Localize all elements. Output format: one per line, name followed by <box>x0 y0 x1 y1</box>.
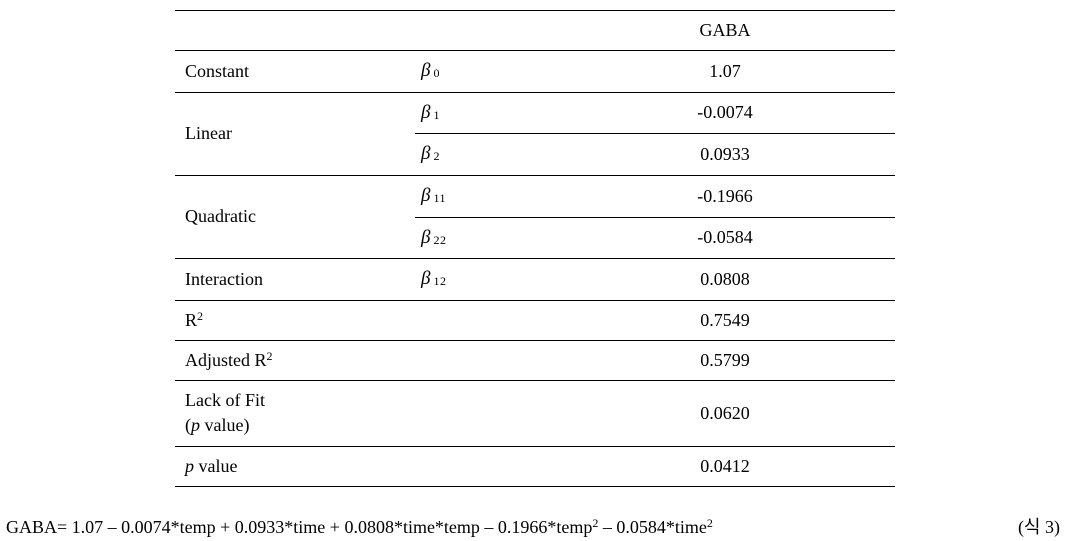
sym-beta0: β0 <box>415 51 555 93</box>
val-lof: 0.0620 <box>555 381 895 446</box>
row-constant: Constant β0 1.07 <box>175 51 895 93</box>
sym-r2-blank <box>415 300 555 340</box>
header-gaba: GABA <box>555 11 895 51</box>
header-blank-1 <box>175 11 415 51</box>
label-pvalue: p value <box>175 446 415 486</box>
sym-beta1: β1 <box>415 92 555 134</box>
row-adjr2: Adjusted R2 0.5799 <box>175 340 895 380</box>
sym-beta11: β11 <box>415 175 555 217</box>
label-linear: Linear <box>175 92 415 175</box>
sym-lof-blank <box>415 381 555 446</box>
header-blank-2 <box>415 11 555 51</box>
sym-adjr2-blank <box>415 340 555 380</box>
regression-formula: GABA= 1.07 – 0.0074*temp + 0.0933*time +… <box>0 513 1070 539</box>
coefficient-table-container: GABA Constant β0 1.07 Linear β1 -0.0074 … <box>175 10 895 487</box>
coefficient-table: GABA Constant β0 1.07 Linear β1 -0.0074 … <box>175 10 895 487</box>
label-constant: Constant <box>175 51 415 93</box>
val-beta12: 0.0808 <box>555 259 895 301</box>
val-pvalue: 0.0412 <box>555 446 895 486</box>
val-adjr2: 0.5799 <box>555 340 895 380</box>
label-lof: Lack of Fit (p value) <box>175 381 415 446</box>
sym-pvalue-blank <box>415 446 555 486</box>
formula-text: GABA= 1.07 – 0.0074*temp + 0.0933*time +… <box>6 516 713 538</box>
val-beta2: 0.0933 <box>555 134 895 176</box>
val-beta1: -0.0074 <box>555 92 895 134</box>
row-r2: R2 0.7549 <box>175 300 895 340</box>
row-quadratic-1: Quadratic β11 -0.1966 <box>175 175 895 217</box>
equation-number: (식 3) <box>998 513 1060 539</box>
val-beta11: -0.1966 <box>555 175 895 217</box>
row-lof: Lack of Fit (p value) 0.0620 <box>175 381 895 446</box>
val-r2: 0.7549 <box>555 300 895 340</box>
sym-beta2: β2 <box>415 134 555 176</box>
row-interaction: Interaction β12 0.0808 <box>175 259 895 301</box>
val-beta22: -0.0584 <box>555 217 895 259</box>
label-interaction: Interaction <box>175 259 415 301</box>
label-r2: R2 <box>175 300 415 340</box>
label-quadratic: Quadratic <box>175 175 415 258</box>
label-adjr2: Adjusted R2 <box>175 340 415 380</box>
row-pvalue: p value 0.0412 <box>175 446 895 486</box>
val-beta0: 1.07 <box>555 51 895 93</box>
sym-beta12: β12 <box>415 259 555 301</box>
row-linear-1: Linear β1 -0.0074 <box>175 92 895 134</box>
sym-beta22: β22 <box>415 217 555 259</box>
header-row: GABA <box>175 11 895 51</box>
